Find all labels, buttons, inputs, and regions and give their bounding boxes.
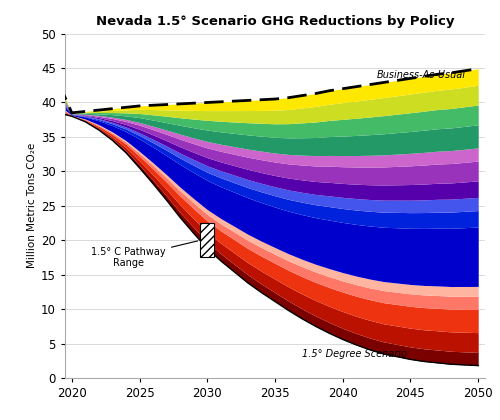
Title: Nevada 1.5° Scenario GHG Reductions by Policy: Nevada 1.5° Scenario GHG Reductions by P… (96, 15, 454, 28)
Bar (200, 223, 214, 257)
Y-axis label: Million Metric Tons CO₂e: Million Metric Tons CO₂e (27, 143, 37, 268)
Text: 1.5° C Pathway
Range: 1.5° C Pathway Range (92, 241, 198, 268)
Text: 1.5° Degree Scenario: 1.5° Degree Scenario (302, 349, 407, 359)
Text: Business-As-Usual: Business-As-Usual (376, 71, 466, 81)
